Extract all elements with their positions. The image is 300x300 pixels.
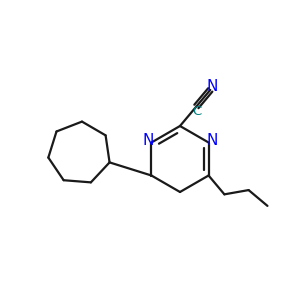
Text: N: N <box>142 133 154 148</box>
Text: C: C <box>192 105 201 119</box>
Text: N: N <box>206 133 218 148</box>
Text: N: N <box>207 79 218 94</box>
